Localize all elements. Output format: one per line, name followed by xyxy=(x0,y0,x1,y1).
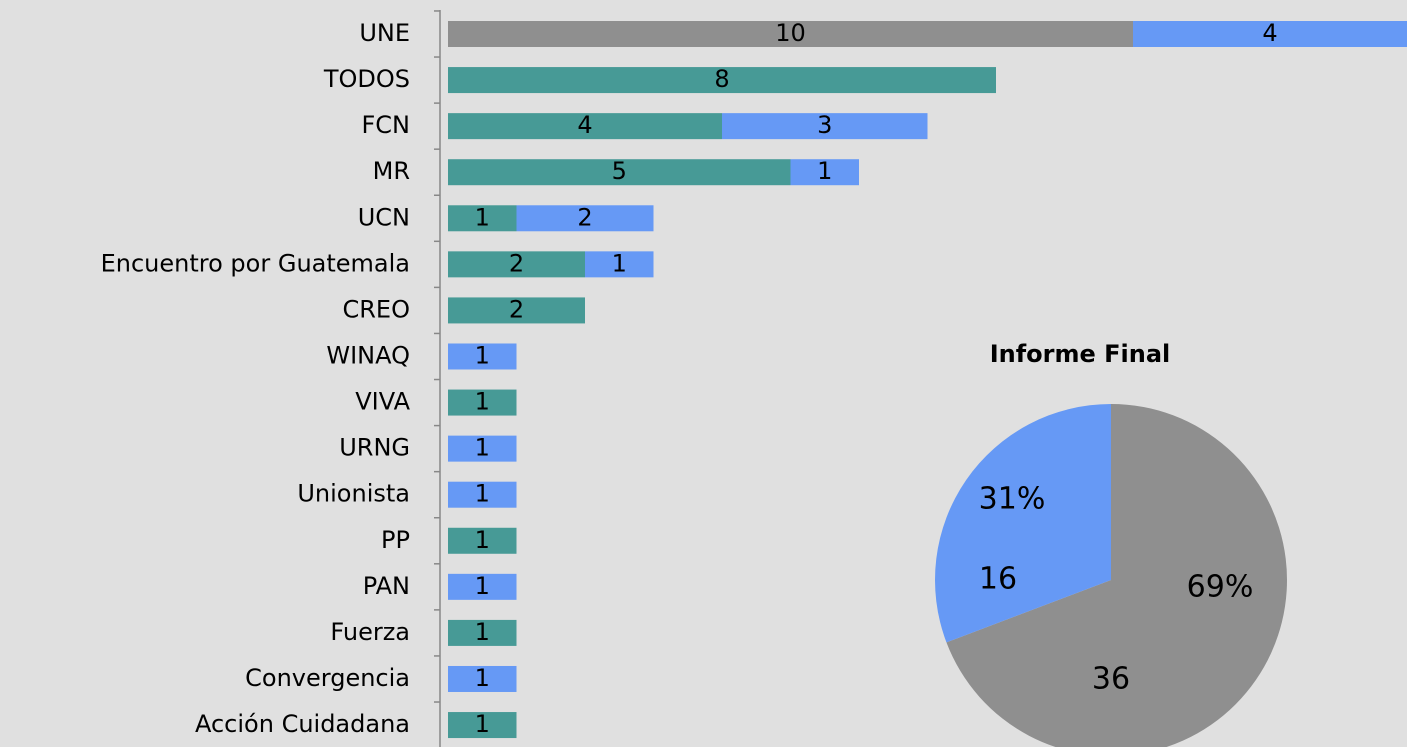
data-label: 10 xyxy=(775,19,806,47)
bar-segment xyxy=(448,527,517,554)
category-label: PAN xyxy=(363,572,410,600)
pie-slice xyxy=(946,404,1287,747)
data-label: 5 xyxy=(612,157,627,185)
bar-segment xyxy=(448,435,517,462)
data-label: 2 xyxy=(509,249,524,277)
data-label: 1 xyxy=(612,249,627,277)
data-label: 1 xyxy=(475,710,490,738)
bar-segment xyxy=(448,205,517,232)
bar-segment xyxy=(448,113,722,140)
bar-segment xyxy=(448,251,585,278)
category-label: UNE xyxy=(359,19,410,47)
bar-segment xyxy=(585,251,654,278)
bar-segment xyxy=(790,159,859,186)
percent-label: 69% xyxy=(1187,570,1254,605)
data-label: 1 xyxy=(817,157,832,185)
category-label: FCN xyxy=(361,111,410,139)
data-label: 2 xyxy=(577,203,592,231)
data-label: 1 xyxy=(475,480,490,508)
data-label: 4 xyxy=(577,111,592,139)
category-label: TODOS xyxy=(323,65,410,93)
category-label: MR xyxy=(373,157,410,185)
category-label: Acción Cuidadana xyxy=(195,710,410,738)
data-label: 1 xyxy=(475,388,490,416)
bar-segment xyxy=(1133,21,1407,47)
data-label: 1 xyxy=(475,618,490,646)
bar-segment xyxy=(448,343,517,370)
data-label: 1 xyxy=(475,203,490,231)
data-label: 1 xyxy=(475,526,490,554)
bar-segment xyxy=(448,481,517,508)
category-label: Convergencia xyxy=(245,664,410,692)
bar-segment xyxy=(448,297,585,324)
bar-segment xyxy=(448,619,517,646)
category-label: PP xyxy=(381,526,410,554)
category-label: Encuentro por Guatemala xyxy=(101,249,410,277)
data-label: 1 xyxy=(475,572,490,600)
category-label: Unionista xyxy=(297,480,410,508)
bar-segment xyxy=(448,665,517,692)
bar-segment xyxy=(448,573,517,600)
category-label: VIVA xyxy=(355,388,410,416)
bar-segment xyxy=(448,159,791,186)
category-label: URNG xyxy=(339,434,410,462)
percent-label: 31% xyxy=(979,482,1046,517)
bar-segment xyxy=(448,21,1133,47)
data-label: 8 xyxy=(714,65,729,93)
category-label: Fuerza xyxy=(330,618,410,646)
bar-segment xyxy=(516,205,654,232)
data-label: 1 xyxy=(475,664,490,692)
category-label: UCN xyxy=(358,203,410,231)
value-label: 16 xyxy=(979,562,1017,597)
pie-slice xyxy=(934,404,1111,643)
bar-segment xyxy=(722,113,928,140)
bar-segment xyxy=(448,67,996,94)
data-label: 3 xyxy=(817,111,832,139)
category-label: WINAQ xyxy=(326,341,410,369)
bar-segment xyxy=(448,712,517,739)
data-label: 4 xyxy=(1262,19,1277,47)
value-label: 36 xyxy=(1092,662,1130,697)
data-label: 2 xyxy=(509,295,524,323)
pie-title: Informe Final xyxy=(990,340,1171,368)
data-label: 1 xyxy=(475,434,490,462)
category-label: CREO xyxy=(343,295,411,323)
data-label: 1 xyxy=(475,341,490,369)
bar-segment xyxy=(448,389,517,416)
